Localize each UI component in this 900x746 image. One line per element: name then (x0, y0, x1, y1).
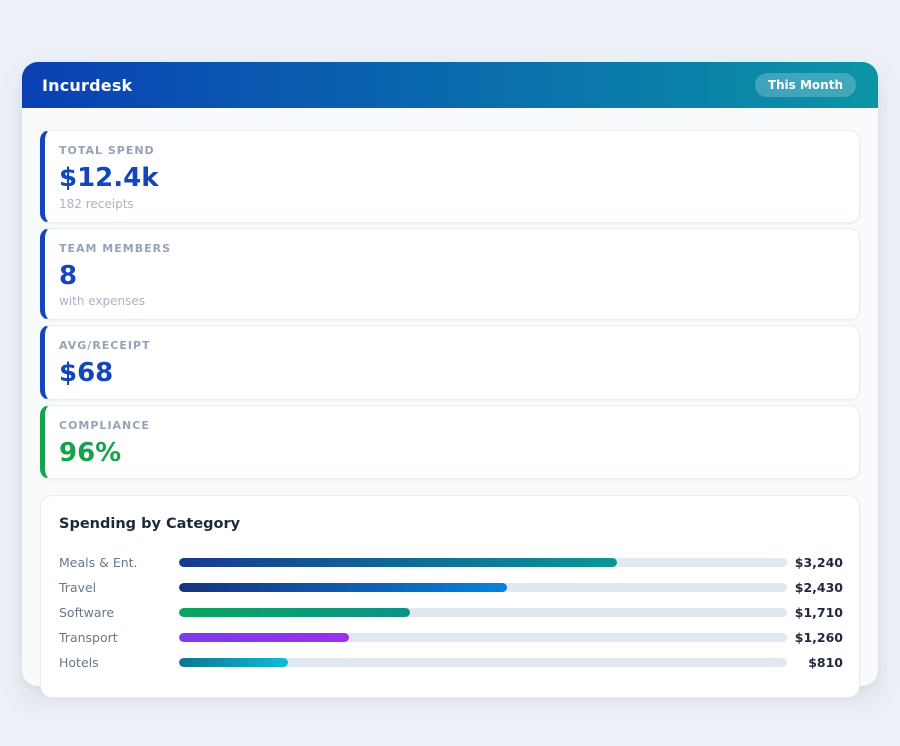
chart-row-meals: Meals & Ent. $3,240 (59, 550, 843, 575)
stat-card-avg-receipt: AVG/RECEIPT $68 (40, 325, 860, 400)
category-label: Transport (59, 630, 118, 646)
category-value: $3,240 (794, 555, 843, 571)
bar-track (179, 633, 787, 643)
category-label: Meals & Ent. (59, 555, 138, 571)
app-header: Incurdesk This Month (22, 62, 878, 108)
stat-value: 96% (59, 437, 122, 468)
category-label: Hotels (59, 655, 99, 671)
category-label: Software (59, 605, 115, 621)
chart-row-transport: Transport $1,260 (59, 625, 843, 650)
category-label: Travel (59, 580, 97, 596)
category-value: $1,260 (794, 630, 843, 646)
bar-fill-transport (179, 633, 350, 643)
stat-card-compliance: COMPLIANCE 96% (40, 404, 860, 480)
stat-value: 8 (59, 260, 78, 291)
stat-value: $68 (59, 358, 114, 389)
stat-subtext: with expenses (59, 294, 146, 309)
stat-subtext: 182 receipts (59, 196, 134, 211)
bar-track (179, 658, 787, 668)
chart-row-hotels: Hotels $810 (59, 650, 843, 675)
bar-track (179, 583, 787, 593)
stat-card-team-members: TEAM MEMBERS 8 with expenses (40, 227, 860, 321)
category-value: $810 (808, 655, 843, 671)
stat-label: AVG/RECEIPT (59, 339, 151, 353)
stat-label: COMPLIANCE (59, 418, 150, 432)
category-value: $1,710 (794, 605, 843, 621)
dashboard-content: TOTAL SPEND $12.4k 182 receipts TEAM MEM… (22, 108, 878, 699)
app-title: Incurdesk (42, 75, 133, 95)
stat-label: TOTAL SPEND (59, 144, 155, 157)
period-badge[interactable]: This Month (754, 73, 856, 97)
chart-row-software: Software $1,710 (59, 600, 843, 625)
stat-value: $12.4k (59, 163, 159, 193)
chart-title: Spending by Category (59, 516, 241, 533)
stat-card-total-spend: TOTAL SPEND $12.4k 182 receipts (40, 130, 860, 223)
bar-track (179, 558, 787, 568)
stat-label: TEAM MEMBERS (59, 241, 172, 255)
bar-fill-travel (179, 583, 508, 593)
bar-fill-hotels (179, 658, 289, 668)
chart-row-travel: Travel $2,430 (59, 575, 843, 600)
bar-fill-software (179, 608, 411, 618)
spending-chart-card: Spending by Category Meals & Ent. $3,240… (40, 495, 860, 699)
dashboard-container: Incurdesk This Month TOTAL SPEND $12.4k … (22, 62, 878, 699)
category-value: $2,430 (794, 580, 843, 596)
bar-track (179, 608, 787, 618)
bar-fill-meals (179, 558, 617, 568)
